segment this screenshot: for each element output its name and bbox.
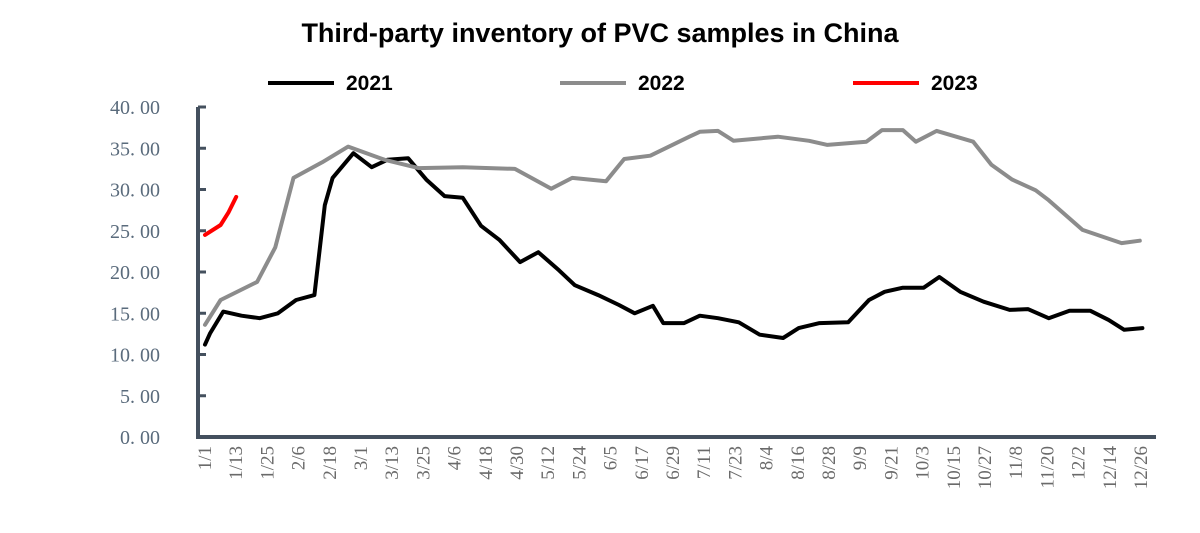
x-tick-label: 11/8 bbox=[1006, 446, 1027, 479]
y-tick-label: 0. 00 bbox=[120, 427, 160, 449]
x-tick-label: 2/6 bbox=[289, 446, 310, 470]
x-tick-label: 3/13 bbox=[382, 446, 403, 480]
y-tick-label: 5. 00 bbox=[120, 386, 160, 408]
legend-item-2023: 2023 bbox=[853, 72, 978, 95]
x-tick-label: 4/6 bbox=[445, 446, 466, 470]
x-tick-label: 1/13 bbox=[226, 446, 247, 480]
y-tick-label: 40. 00 bbox=[110, 97, 160, 119]
series-line-2022 bbox=[203, 128, 1142, 327]
y-tick-label: 20. 00 bbox=[110, 262, 160, 284]
x-tick-label: 3/1 bbox=[351, 446, 372, 470]
x-tick-label: 2/18 bbox=[320, 446, 341, 480]
y-axis: 0. 00 5. 00 10. 00 15. 00 20. 00 25. 00 30. 00… bbox=[110, 97, 206, 449]
x-tick-label: 4/18 bbox=[476, 446, 497, 480]
y-tick-label: 25. 00 bbox=[110, 221, 160, 243]
x-tick-label: 1/1 bbox=[195, 446, 216, 470]
x-tick-label: 12/26 bbox=[1131, 446, 1152, 489]
x-tick-label: 7/23 bbox=[725, 446, 746, 480]
y-tick-label: 15. 00 bbox=[110, 303, 160, 325]
legend-label: 2023 bbox=[931, 72, 978, 95]
legend-item-2021: 2021 bbox=[268, 72, 393, 95]
legend-label: 2022 bbox=[638, 72, 685, 95]
x-tick-label: 6/17 bbox=[632, 446, 653, 480]
x-tick-label: 5/24 bbox=[569, 446, 590, 480]
x-tick-label: 10/27 bbox=[975, 446, 996, 489]
x-tick-label: 8/4 bbox=[757, 446, 778, 471]
legend: 2021 2022 2023 bbox=[268, 72, 978, 95]
series-lines bbox=[203, 128, 1145, 347]
x-tick-label: 9/9 bbox=[850, 446, 871, 470]
legend-label: 2021 bbox=[346, 72, 393, 95]
x-tick-label: 7/11 bbox=[694, 446, 715, 479]
chart-title: Third-party inventory of PVC samples in … bbox=[301, 18, 899, 48]
x-tick-label: 3/25 bbox=[413, 446, 434, 480]
x-tick-label: 6/5 bbox=[601, 446, 622, 470]
x-tick-label: 10/3 bbox=[913, 446, 934, 480]
x-tick-label: 11/20 bbox=[1037, 446, 1058, 489]
y-tick-label: 10. 00 bbox=[110, 345, 160, 367]
legend-item-2022: 2022 bbox=[560, 72, 685, 95]
x-tick-label: 6/29 bbox=[663, 446, 684, 480]
x-tick-label: 8/28 bbox=[819, 446, 840, 480]
x-tick-label: 12/14 bbox=[1100, 446, 1121, 490]
x-tick-label: 1/25 bbox=[257, 446, 278, 480]
series-line-2021 bbox=[203, 151, 1145, 347]
x-tick-label: 4/30 bbox=[507, 446, 528, 480]
x-axis: 1/1 1/13 1/25 2/6 2/18 3/1 3/13 3/25 4/6 4/18 4/30… bbox=[195, 435, 1156, 490]
y-tick-label: 30. 00 bbox=[110, 180, 160, 202]
series-line-2023 bbox=[203, 194, 239, 237]
y-tick-label: 35. 00 bbox=[110, 138, 160, 160]
x-tick-label: 5/12 bbox=[538, 446, 559, 480]
x-tick-label: 8/16 bbox=[788, 446, 809, 480]
x-tick-label: 12/2 bbox=[1069, 446, 1090, 480]
x-tick-label: 10/15 bbox=[944, 446, 965, 489]
x-tick-label: 9/21 bbox=[881, 446, 902, 480]
